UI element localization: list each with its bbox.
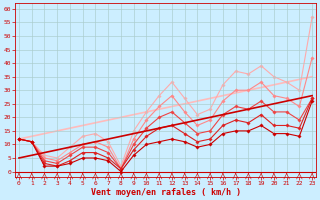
X-axis label: Vent moyen/en rafales ( km/h ): Vent moyen/en rafales ( km/h ) [91, 188, 241, 197]
